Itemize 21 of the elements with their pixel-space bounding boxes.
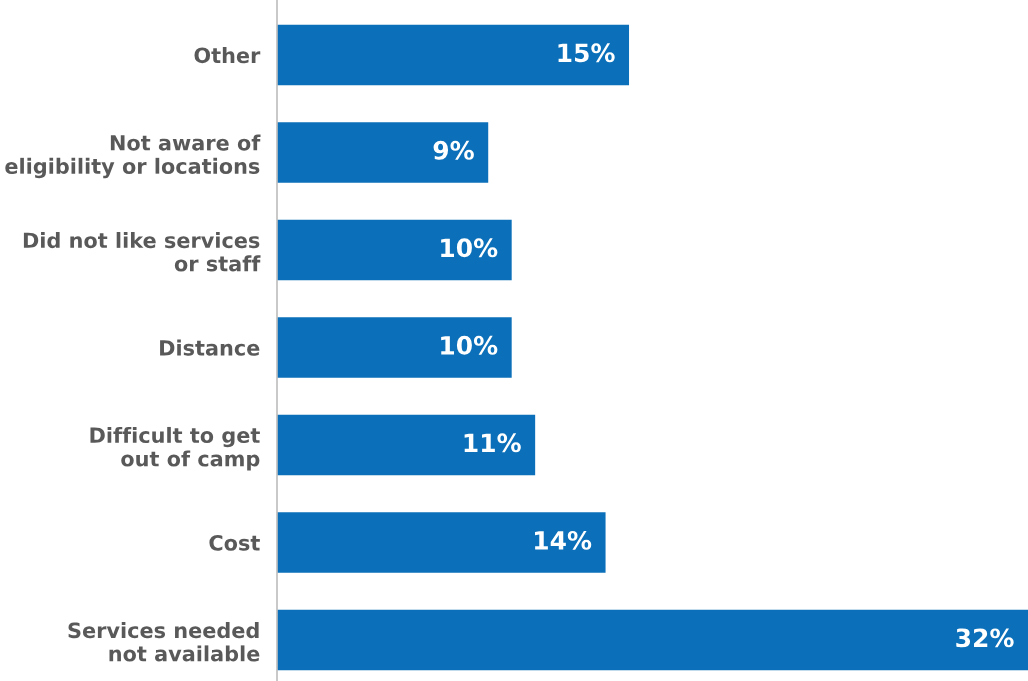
data-label: 10% bbox=[441, 335, 498, 355]
bar bbox=[277, 414, 536, 476]
bar bbox=[277, 24, 630, 86]
bar bbox=[277, 122, 489, 183]
y-tick-label: Not aware of eligibility or locations bbox=[5, 134, 261, 179]
data-label: 14% bbox=[535, 530, 592, 550]
y-tick-label: Distance bbox=[160, 339, 260, 356]
y-tick-label: Cost bbox=[209, 534, 260, 551]
y-tick-label: Difficult to get out of camp bbox=[90, 426, 260, 471]
bar bbox=[277, 512, 606, 573]
data-label: 15% bbox=[558, 43, 615, 63]
y-tick-label: Other bbox=[194, 47, 261, 64]
y-tick-label: Did not like services or staff bbox=[23, 232, 261, 272]
data-label: 32% bbox=[956, 628, 1014, 648]
y-tick-label: Services needed not available bbox=[68, 622, 260, 662]
bar bbox=[277, 609, 1028, 671]
bar bbox=[277, 219, 512, 281]
bar bbox=[277, 317, 512, 378]
data-label: 11% bbox=[464, 433, 521, 453]
data-label: 9% bbox=[433, 140, 474, 160]
data-label: 10% bbox=[441, 238, 498, 258]
